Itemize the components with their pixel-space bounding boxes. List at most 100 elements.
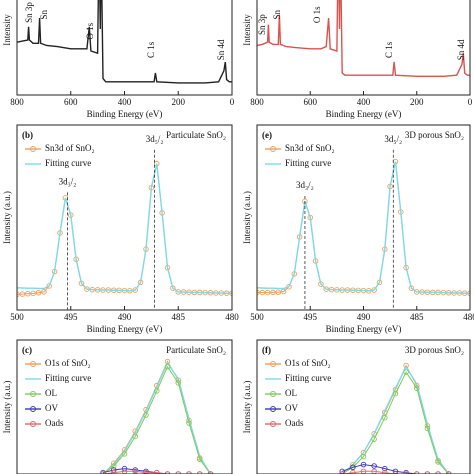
data-point	[435, 471, 441, 474]
data-point	[153, 388, 160, 394]
data-point	[270, 289, 276, 296]
annotation: O 1s	[312, 6, 322, 23]
legend-label: O1s of SnO₂	[45, 358, 91, 368]
series-line	[257, 161, 470, 294]
legend-marker	[270, 361, 276, 367]
data-point	[445, 471, 452, 474]
x-axis-label: Binding Energy (eV)	[326, 109, 402, 119]
annotation: Sn 3p	[24, 2, 34, 23]
data-point	[264, 289, 271, 296]
data-point	[286, 283, 292, 290]
legend-marker	[270, 146, 276, 152]
x-tick-label: 485	[172, 312, 186, 322]
x-tick-label: 200	[172, 97, 186, 107]
data-point	[121, 451, 128, 457]
data-point	[382, 414, 388, 421]
data-point	[371, 436, 377, 442]
data-point	[259, 289, 266, 296]
series-line	[102, 365, 211, 474]
y-axis-label: Intensity (a.u.)	[2, 191, 12, 244]
data-point	[414, 471, 420, 474]
data-point	[424, 471, 431, 474]
panel-label: (c)	[22, 345, 32, 355]
data-point	[30, 290, 36, 297]
x-tick-label: 800	[250, 97, 264, 107]
legend-label: Fitting curve	[285, 158, 331, 168]
panel-label: (f)	[262, 345, 271, 355]
data-point	[25, 290, 31, 297]
series-line	[257, 0, 470, 77]
data-point	[164, 471, 171, 474]
data-point	[143, 469, 149, 474]
data-point	[19, 291, 26, 297]
series-line	[341, 371, 450, 474]
data-point	[132, 433, 138, 440]
plot-area	[100, 358, 214, 474]
data-point	[186, 471, 192, 474]
x-axis-label: Binding Energy (eV)	[87, 109, 163, 119]
plot-area	[17, 0, 232, 84]
x-tick-label: 495	[64, 312, 78, 322]
x-axis-label: Binding Energy (eV)	[87, 324, 163, 334]
plot-area	[17, 160, 232, 298]
data-point	[186, 420, 192, 426]
legend-label: OV	[285, 403, 298, 413]
annotation: 3d₅/₂	[384, 134, 402, 144]
y-axis-label: Intensity (a.u.)	[2, 381, 12, 434]
annotation: Sn 4d	[456, 39, 466, 60]
data-point	[392, 390, 399, 397]
legend-label: OL	[285, 388, 297, 398]
data-point	[392, 471, 399, 474]
data-point	[164, 364, 171, 370]
data-point	[197, 471, 203, 474]
legend-label: Fitting curve	[45, 373, 91, 383]
x-tick-label: 400	[118, 97, 132, 107]
plot-area	[257, 158, 470, 297]
annotation: Sn 4d	[216, 39, 226, 60]
panel-title: Particulate SnO₂	[166, 130, 226, 140]
series-line	[102, 361, 212, 474]
x-tick-label: 500	[250, 312, 264, 322]
data-point	[350, 464, 356, 471]
data-point	[207, 471, 214, 474]
legend-label: OV	[45, 403, 58, 413]
x-tick-label: 500	[10, 312, 24, 322]
legend-marker	[30, 361, 36, 367]
series-line	[257, 161, 470, 295]
plot-area	[257, 0, 470, 77]
x-tick-label: 490	[357, 312, 371, 322]
annotation: C 1s	[146, 41, 156, 58]
series-line	[341, 365, 450, 474]
data-point	[41, 289, 47, 295]
data-point	[100, 471, 106, 474]
data-point	[360, 461, 367, 468]
legend-marker	[270, 406, 276, 412]
legend-marker	[270, 421, 276, 427]
annotation: 3d₅/₂	[146, 134, 164, 144]
data-point	[143, 412, 149, 418]
panel-title: 3D porous SnO₂	[405, 130, 464, 140]
x-axis-label: Binding Energy (eV)	[326, 324, 402, 334]
data-point	[435, 459, 441, 465]
data-point	[175, 380, 181, 386]
legend-label: Fitting curve	[45, 158, 91, 168]
data-point	[339, 471, 345, 474]
legend-label: Oads	[285, 418, 304, 428]
legend-marker	[30, 391, 36, 397]
y-axis-label: Intensity	[2, 14, 12, 46]
data-point	[350, 469, 356, 474]
axes-frame	[256, 339, 471, 474]
annotation: Sn	[272, 9, 282, 19]
legend-marker	[270, 391, 276, 397]
x-tick-label: 480	[463, 312, 474, 322]
series-line	[17, 163, 232, 295]
y-axis-label: Intensity	[242, 14, 252, 46]
y-axis-label: Intensity (a.u.)	[242, 191, 252, 244]
legend-label: OL	[45, 388, 57, 398]
annotation: O 1s	[85, 22, 95, 39]
data-point	[110, 463, 117, 469]
axes-frame	[16, 339, 233, 474]
legend-label: Sn3d of SnO₂	[45, 143, 95, 153]
series-line	[17, 0, 232, 84]
